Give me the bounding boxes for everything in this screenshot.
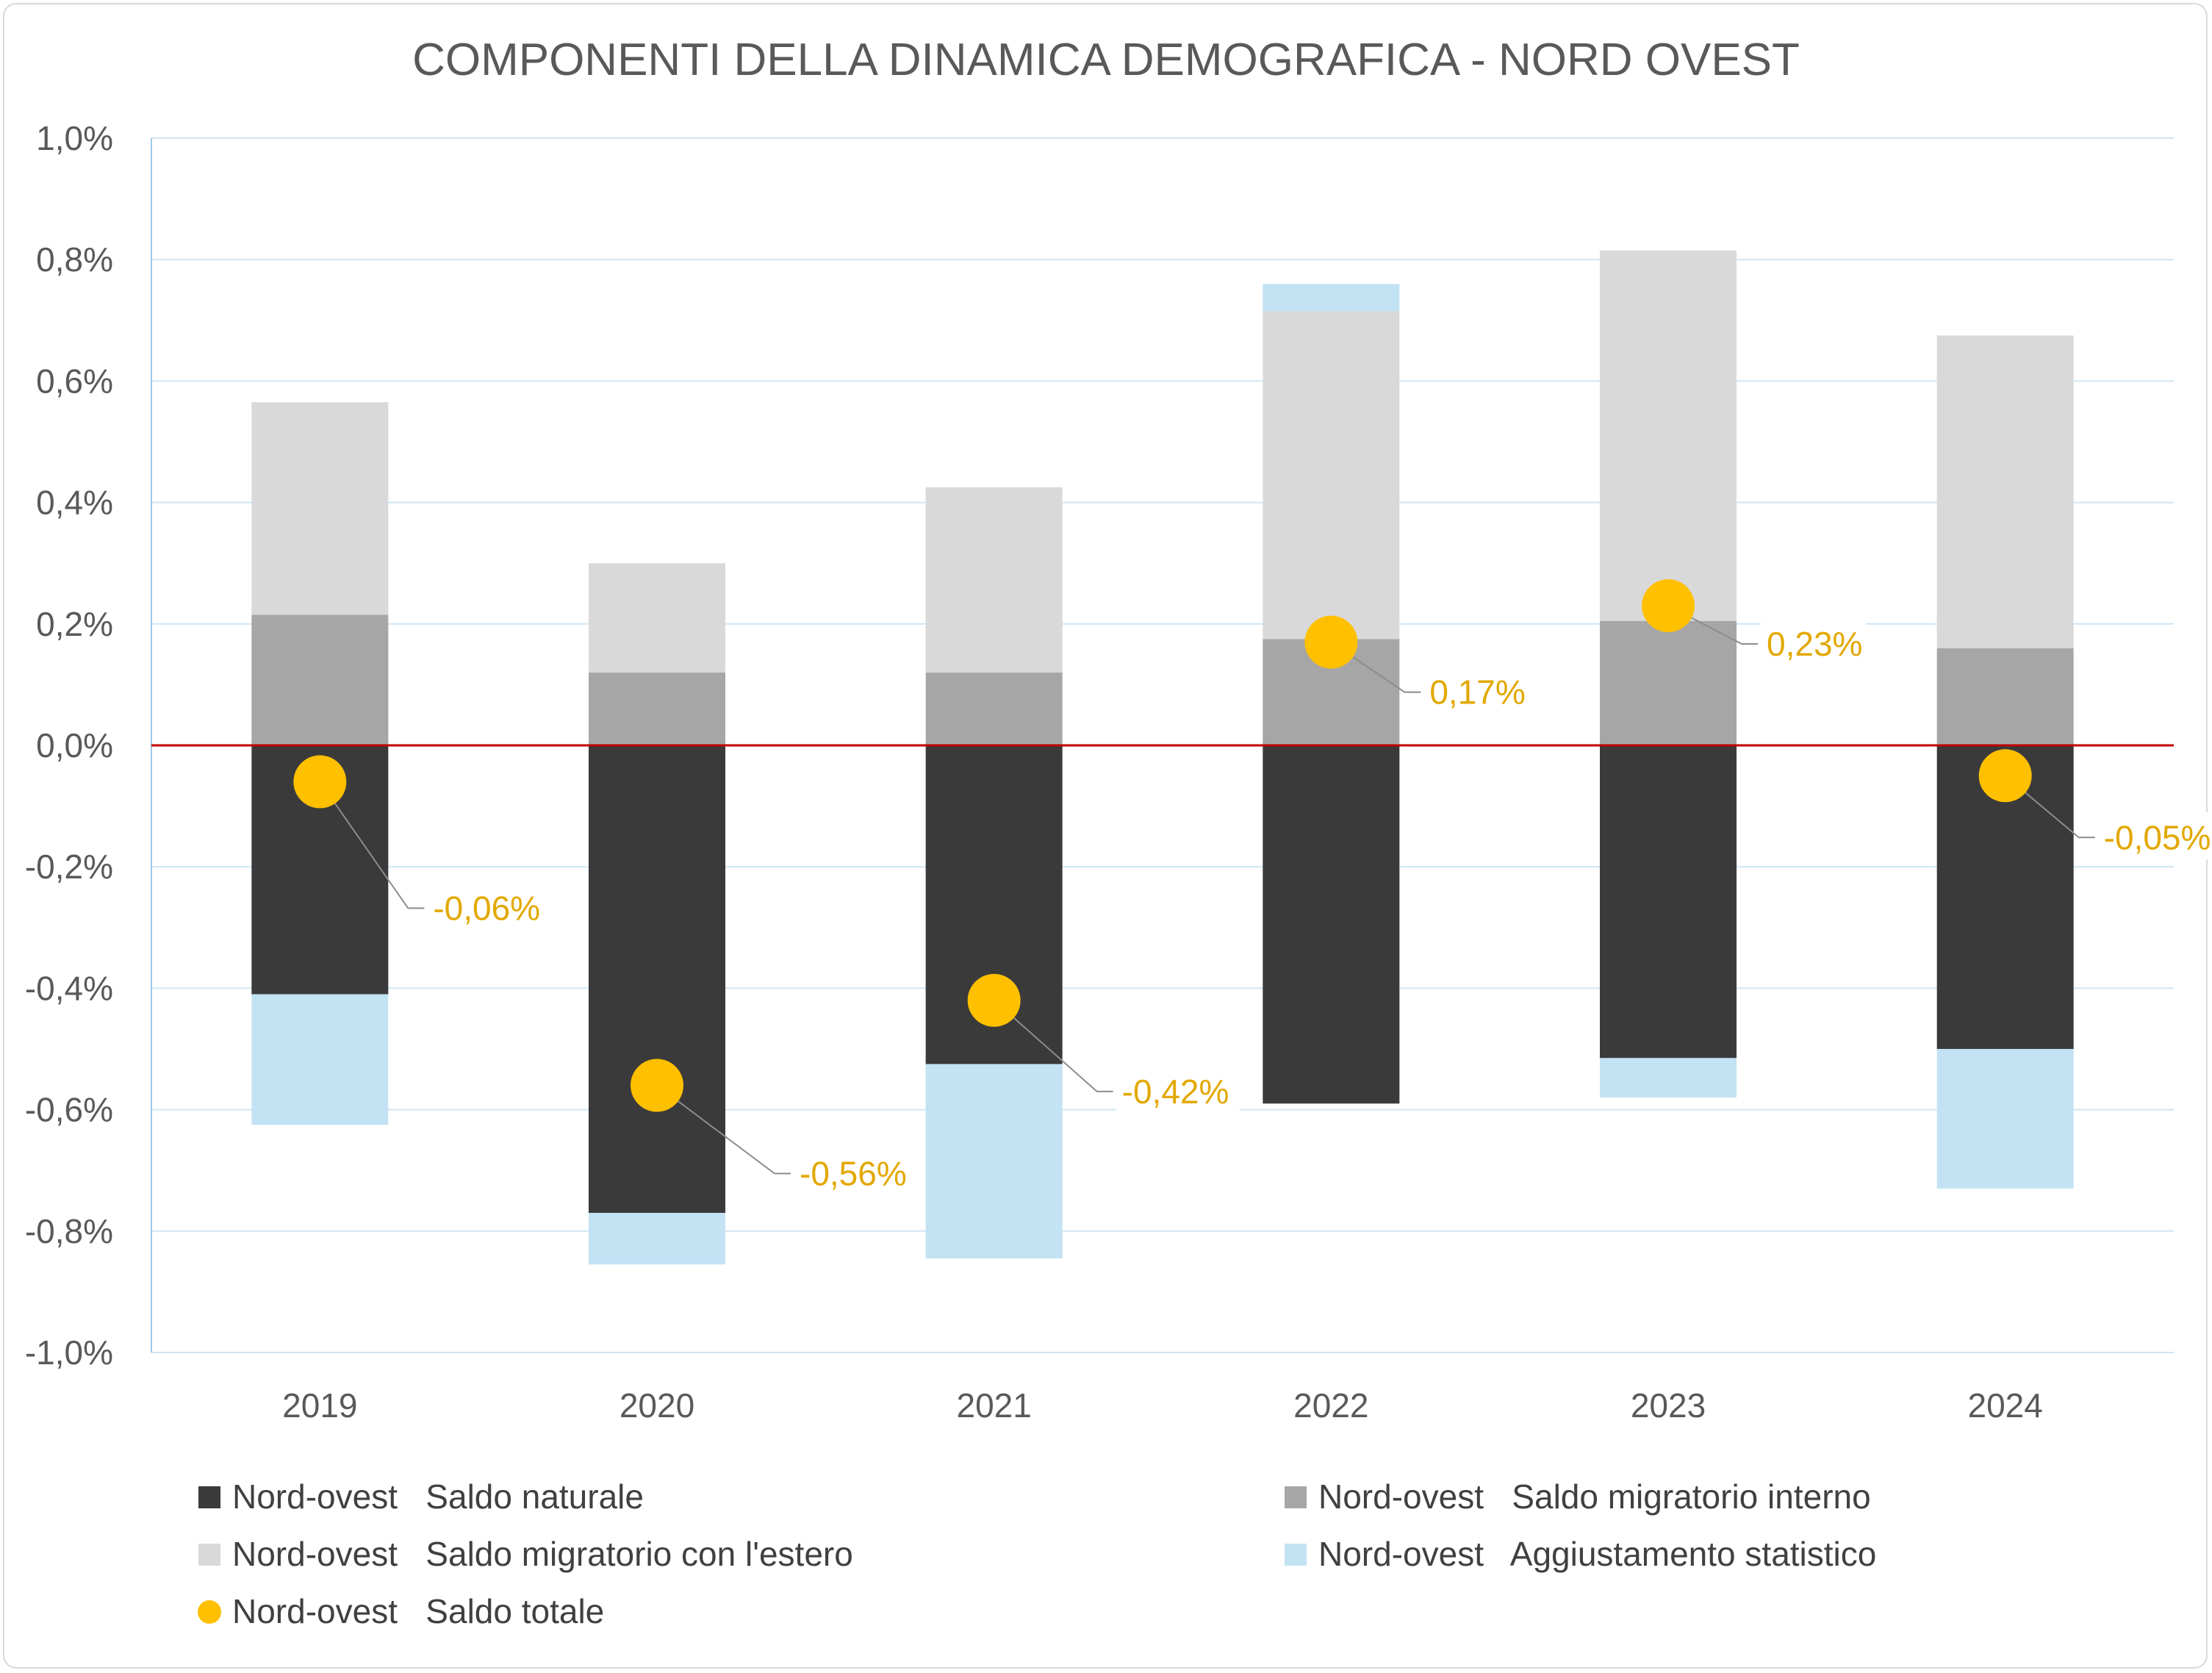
data-label: -0,42% [1122, 1072, 1229, 1111]
legend-swatch [198, 1544, 220, 1566]
legend-label: Nord-ovest Saldo totale [232, 1592, 604, 1630]
legend-label: Nord-ovest Saldo migratorio interno [1318, 1477, 1871, 1516]
leader-line [1667, 605, 1758, 645]
bar-segment [589, 672, 725, 745]
data-label: -0,05% [2104, 818, 2211, 856]
y-tick-label: -0,4% [25, 969, 113, 1007]
x-tick-label: 2022 [1293, 1386, 1368, 1425]
y-tick-label: 0,8% [36, 240, 113, 279]
leader-line [1330, 641, 1421, 693]
total-marker [967, 973, 1021, 1027]
bar-segment [1600, 1058, 1737, 1098]
bar-segment [1263, 284, 1400, 312]
data-label: -0,06% [433, 889, 540, 928]
bars [251, 250, 2074, 1265]
bar-segment [1600, 745, 1737, 1058]
bar-segment [589, 563, 725, 673]
bar-segment [925, 487, 1063, 673]
total-marker [293, 755, 347, 809]
gridlines [151, 137, 2174, 1353]
legend: Nord-ovest Saldo naturale Nord-ovest Sald… [198, 1477, 1876, 1630]
bar-segment [1263, 311, 1400, 640]
x-tick-label: 2021 [956, 1386, 1031, 1425]
total-marker [1304, 615, 1358, 669]
data-label: -0,56% [800, 1155, 907, 1193]
bar-segment [925, 672, 1063, 745]
leader-line [994, 1000, 1113, 1092]
x-tick-label: 2020 [620, 1386, 694, 1425]
total-marker [1978, 749, 2032, 803]
bar-segment [925, 1064, 1063, 1258]
bar-segment [251, 994, 389, 1125]
y-tick-label: 1,0% [36, 119, 113, 157]
x-tick-label: 2019 [282, 1386, 357, 1425]
y-tick-label: 0,0% [36, 726, 113, 764]
data-label-background [2097, 812, 2212, 860]
bar-segment [1936, 648, 2074, 745]
total-marker [1642, 579, 1695, 633]
bar-segment [251, 402, 389, 615]
y-tick-label: -1,0% [25, 1333, 113, 1372]
data-label: 0,17% [1429, 673, 1525, 712]
y-tick-label: 0,4% [36, 484, 113, 522]
leader-line [656, 1084, 791, 1175]
bar-segment [1263, 745, 1400, 1104]
bar-segment [1936, 1049, 2074, 1189]
legend-swatch [1285, 1544, 1307, 1566]
data-label-background [1761, 619, 1866, 667]
legend-label: Nord-ovest Saldo naturale [232, 1477, 644, 1516]
legend-swatch [1285, 1486, 1307, 1508]
y-tick-label: -0,8% [25, 1212, 113, 1250]
total-marker [631, 1058, 683, 1112]
bar-segment [251, 615, 389, 745]
bar-segment [589, 745, 725, 1214]
legend-label: Nord-ovest Aggiustamento statistico [1318, 1535, 1876, 1573]
legend-swatch [198, 1486, 220, 1508]
bar-segment [589, 1213, 725, 1265]
leader-line [2005, 775, 2095, 839]
data-label-background [427, 883, 551, 931]
bar-segment [1600, 250, 1737, 621]
bar-segment [1936, 335, 2074, 648]
data-label-background [1116, 1066, 1240, 1114]
x-tick-label: 2024 [1967, 1386, 2042, 1425]
data-label-background [1423, 667, 1529, 714]
legend-label: Nord-ovest Saldo migratorio con l'estero [232, 1535, 853, 1573]
y-tick-label: 0,2% [36, 605, 113, 643]
data-label-background [794, 1148, 917, 1196]
chart-title: COMPONENTI DELLA DINAMICA DEMOGRAFICA - … [412, 35, 1800, 85]
y-tick-label: -0,6% [25, 1091, 113, 1129]
data-label: 0,23% [1767, 625, 1862, 663]
legend-swatch [198, 1600, 221, 1624]
y-tick-label: 0,6% [36, 362, 113, 400]
x-tick-label: 2023 [1631, 1386, 1706, 1425]
leader-line [319, 781, 425, 909]
total-markers: -0,06% -0,56% -0,42% 0,17% 0,23% -0,05% [293, 579, 2212, 1196]
y-tick-label: -0,2% [25, 848, 113, 886]
x-axis: 2019 2020 2021 2022 2023 2024 [282, 1386, 2043, 1425]
bar-segment [1600, 620, 1737, 745]
y-axis: 1,0% 0,8% 0,6% 0,4% 0,2% 0,0% -0,2% -0,4% -0,6% -… [25, 119, 152, 1372]
